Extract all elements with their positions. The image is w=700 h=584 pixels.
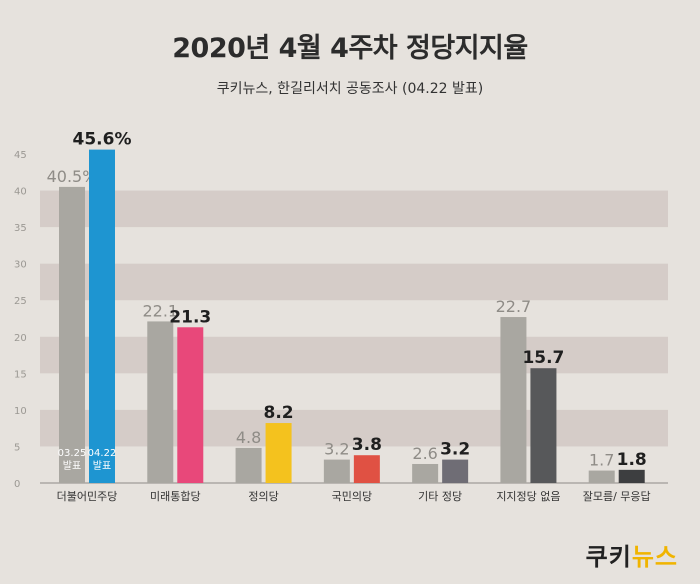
bar-curr [353, 455, 380, 483]
data-label-prev: 4.8 [236, 428, 261, 447]
y-tick-label: 45 [14, 150, 27, 161]
grid-band [40, 263, 668, 301]
x-category-label: 미래통합당 [150, 490, 201, 503]
data-label-curr: 15.7 [522, 348, 564, 368]
y-tick-label: 10 [14, 406, 27, 417]
x-category-label: 기타 정당 [418, 490, 462, 503]
bar-curr [177, 327, 204, 483]
grid-band [40, 336, 668, 374]
y-tick-label: 35 [14, 223, 27, 234]
bar-curr [530, 368, 557, 483]
bar-series-label-curr: 04.22 [88, 448, 117, 459]
bar-prev [500, 317, 527, 483]
bar-prev [235, 447, 262, 483]
data-label-prev: 22.1 [142, 301, 178, 320]
y-tick-label: 0 [14, 479, 20, 490]
data-label-curr: 1.8 [617, 450, 647, 470]
data-label-prev: 2.6 [412, 444, 437, 463]
data-label-curr: 3.2 [440, 440, 470, 460]
x-category-label: 지지정당 없음 [496, 490, 560, 503]
x-category-label: 더불어민주당 [57, 490, 118, 503]
data-label-prev: 40.5% [47, 167, 98, 186]
x-category-label: 정의당 [248, 490, 278, 503]
brand-logo: 쿠키뉴스 [586, 537, 678, 572]
chart-title: 2020년 4월 4주차 정당지지율 [172, 33, 528, 64]
chart-subtitle: 쿠키뉴스, 한길리서치 공동조사 (04.22 발표) [216, 81, 484, 97]
y-tick-label: 30 [14, 260, 27, 271]
grid-band [40, 190, 668, 228]
bar-series-label-curr: 발표 [93, 460, 111, 472]
bar-prev [59, 186, 85, 483]
x-category-label: 국민의당 [332, 490, 372, 503]
y-tick-label: 20 [14, 333, 27, 344]
bar-prev [147, 321, 174, 483]
bar-curr [618, 469, 645, 483]
y-tick-label: 15 [14, 369, 27, 380]
data-label-curr: 21.3 [169, 307, 211, 327]
bar-curr [89, 149, 115, 483]
bar-curr [265, 423, 292, 483]
bar-prev [323, 459, 350, 483]
y-tick-label: 5 [14, 442, 20, 453]
data-label-curr: 8.2 [264, 403, 294, 423]
grid-band [40, 409, 668, 447]
bar-curr [442, 459, 469, 483]
data-label-prev: 3.2 [324, 440, 349, 459]
bar-prev [412, 463, 439, 483]
data-label-prev: 22.7 [496, 297, 532, 316]
x-category-label: 잘모름/ 무응답 [583, 490, 651, 503]
data-label-curr: 45.6% [73, 130, 132, 150]
y-tick-label: 40 [14, 187, 27, 198]
y-tick-label: 25 [14, 296, 27, 307]
bar-prev [588, 470, 615, 483]
brand-logo-part2: 뉴스 [631, 543, 678, 571]
data-label-curr: 3.8 [352, 435, 382, 455]
bar-series-label-prev: 03.25 [58, 448, 87, 459]
brand-logo-part1: 쿠키 [585, 543, 632, 571]
data-label-prev: 1.7 [589, 451, 614, 470]
bar-series-label-prev: 발표 [63, 460, 81, 472]
